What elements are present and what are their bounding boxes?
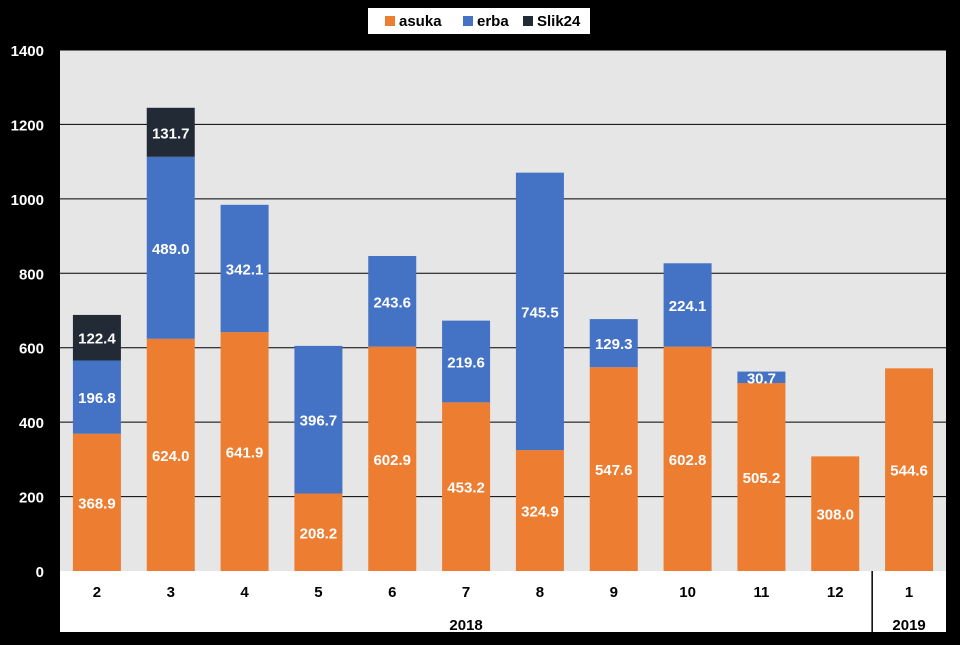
bar-segment-erba (294, 345, 343, 494)
bar-segment-erba (737, 371, 786, 383)
category-axis-area (60, 571, 946, 632)
bar-segment-asuka (885, 368, 934, 571)
legend-label: erba (477, 13, 509, 30)
x-tick-label: 9 (610, 584, 618, 601)
bar-segment-asuka (146, 338, 195, 571)
legend-swatch-slik24 (523, 16, 533, 26)
bar-segment-asuka (220, 332, 269, 571)
bar-segment-erba (589, 319, 638, 368)
bar-segment-erba (220, 204, 269, 333)
y-tick-label: 200 (19, 490, 44, 507)
data-label: 641.9 (226, 445, 264, 462)
bar-segment-asuka (72, 433, 121, 571)
y-tick-label: 1200 (11, 117, 44, 134)
data-label: 602.9 (373, 452, 411, 469)
data-label: 368.9 (78, 495, 116, 512)
bar-segment-asuka (368, 346, 417, 571)
data-label: 544.6 (890, 463, 928, 480)
bar-segment-asuka (811, 456, 860, 571)
x-tick-label: 10 (679, 584, 696, 601)
x-tick-label: 6 (388, 584, 396, 601)
data-label: 505.2 (743, 470, 781, 487)
bar-segment-asuka (589, 367, 638, 571)
x-tick-label: 7 (462, 584, 470, 601)
bar-segment-erba (368, 255, 417, 347)
bar-segment-asuka (515, 450, 564, 571)
legend-label: asuka (399, 13, 442, 30)
x-group-label: 2018 (449, 617, 482, 634)
x-tick-label: 11 (753, 584, 769, 601)
x-tick-label: 1 (905, 584, 913, 601)
legend (368, 8, 590, 34)
plot-area (60, 50, 946, 571)
y-tick-label: 1000 (11, 192, 44, 209)
legend-label: Slik24 (537, 13, 581, 30)
bar-segment-asuka (737, 382, 786, 571)
data-label: 30.7 (747, 370, 776, 387)
bar-segment-slik24 (72, 314, 121, 361)
x-tick-label: 8 (536, 584, 544, 601)
data-label: 243.6 (373, 294, 411, 311)
data-label: 745.5 (521, 304, 559, 321)
data-label: 308.0 (816, 507, 854, 524)
bar-segment-erba (442, 320, 491, 403)
data-label: 342.1 (226, 261, 264, 278)
x-tick-label: 12 (827, 584, 844, 601)
x-tick-label: 3 (167, 584, 175, 601)
x-tick-label: 4 (240, 584, 249, 601)
y-tick-label: 800 (19, 266, 44, 283)
bar-segment-asuka (442, 402, 491, 571)
y-tick-label: 0 (36, 564, 44, 581)
data-label: 224.1 (669, 298, 707, 315)
x-tick-label: 5 (314, 584, 322, 601)
y-tick-label: 400 (19, 415, 44, 432)
data-label: 453.2 (447, 480, 485, 497)
y-tick-label: 600 (19, 341, 44, 358)
data-label: 208.2 (300, 525, 338, 542)
data-label: 122.4 (78, 331, 116, 348)
bar-segment-asuka (294, 493, 343, 571)
data-label: 624.0 (152, 448, 190, 465)
x-group-label: 2019 (892, 617, 925, 634)
legend-swatch-asuka (385, 16, 395, 26)
data-label: 131.7 (152, 125, 190, 142)
data-label: 324.9 (521, 504, 559, 521)
data-label: 196.8 (78, 390, 116, 407)
data-label: 489.0 (152, 241, 190, 258)
x-tick-label: 2 (93, 584, 101, 601)
bar-segment-erba (72, 360, 121, 434)
bar-segment-erba (515, 172, 564, 451)
bar-segment-erba (663, 263, 712, 347)
data-label: 129.3 (595, 336, 633, 353)
data-label: 547.6 (595, 462, 633, 479)
legend-swatch-erba (463, 16, 473, 26)
data-label: 602.8 (669, 452, 707, 469)
data-label: 219.6 (447, 354, 485, 371)
bar-segment-asuka (663, 346, 712, 571)
y-tick-label: 1400 (11, 43, 44, 60)
bar-segment-erba (146, 156, 195, 339)
bar-segment-slik24 (146, 107, 195, 157)
data-label: 396.7 (300, 413, 338, 430)
